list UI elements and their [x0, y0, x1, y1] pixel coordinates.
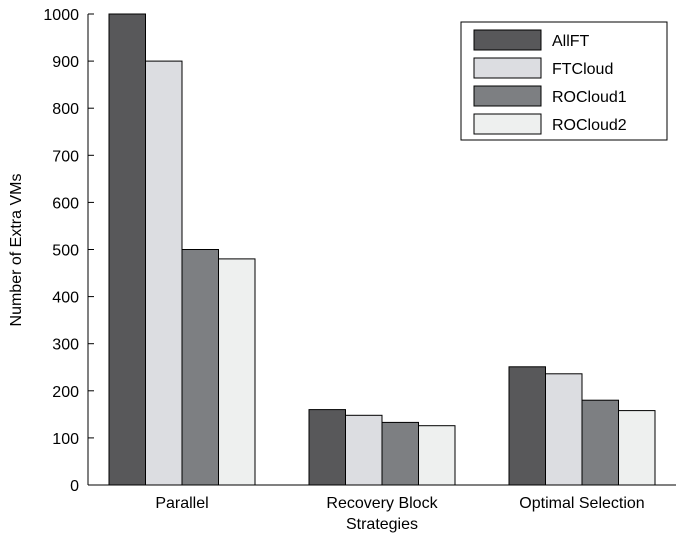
x-tick-label: Recovery Block: [326, 495, 438, 512]
legend-label-rocloud2: ROCloud2: [552, 117, 627, 134]
bar-allft-recovery-block: [308, 409, 346, 486]
axes-layer: 0 100 200 300 400 500 600 700 800 900 1000 Parallel…: [43, 7, 676, 512]
bar-rocloud1-recovery-block: [381, 421, 419, 486]
bar-allft-optimal-selection: [508, 366, 546, 486]
bar-ftcloud-parallel: [145, 60, 183, 486]
bars-layer: [108, 13, 656, 486]
y-tick-label: 700: [52, 148, 79, 165]
x-axis-label: Strategies: [346, 516, 418, 533]
y-tick-label: 400: [52, 290, 79, 307]
bar-rocloud2-recovery-block: [418, 425, 456, 486]
legend-swatch-rocloud1: [473, 85, 542, 107]
bar-rocloud1-parallel: [181, 249, 219, 486]
y-tick-label: 0: [70, 478, 79, 495]
legend-swatch-allft: [473, 29, 542, 51]
legend-label-rocloud1: ROCloud1: [552, 89, 627, 106]
bar-ftcloud-optimal-selection: [545, 373, 583, 486]
bar-ftcloud-recovery-block: [345, 414, 383, 486]
x-tick-label: Parallel: [155, 495, 208, 512]
y-tick-label: 1000: [43, 7, 79, 24]
y-tick-label: 500: [52, 243, 79, 260]
legend: AllFT FTCloud ROCloud1 ROCloud2: [460, 21, 668, 141]
y-tick-label: 800: [52, 101, 79, 118]
legend-label-allft: AllFT: [552, 33, 590, 50]
legend-swatch-rocloud2: [473, 113, 542, 135]
y-tick-label: 600: [52, 195, 79, 212]
legend-swatch-ftcloud: [473, 57, 542, 79]
legend-label-ftcloud: FTCloud: [552, 61, 613, 78]
y-tick-label: 300: [52, 337, 79, 354]
bar-rocloud2-parallel: [218, 258, 256, 486]
y-tick-label: 100: [52, 431, 79, 448]
bar-rocloud2-optimal-selection: [618, 410, 656, 486]
labels-layer: Number of Extra VMs Strategies: [8, 174, 418, 533]
bar-rocloud1-optimal-selection: [581, 399, 619, 486]
y-axis-label: Number of Extra VMs: [8, 174, 25, 327]
x-tick-label: Optimal Selection: [519, 495, 644, 512]
y-tick-label: 200: [52, 384, 79, 401]
bar-allft-parallel: [108, 13, 146, 486]
y-tick-label: 900: [52, 54, 79, 71]
